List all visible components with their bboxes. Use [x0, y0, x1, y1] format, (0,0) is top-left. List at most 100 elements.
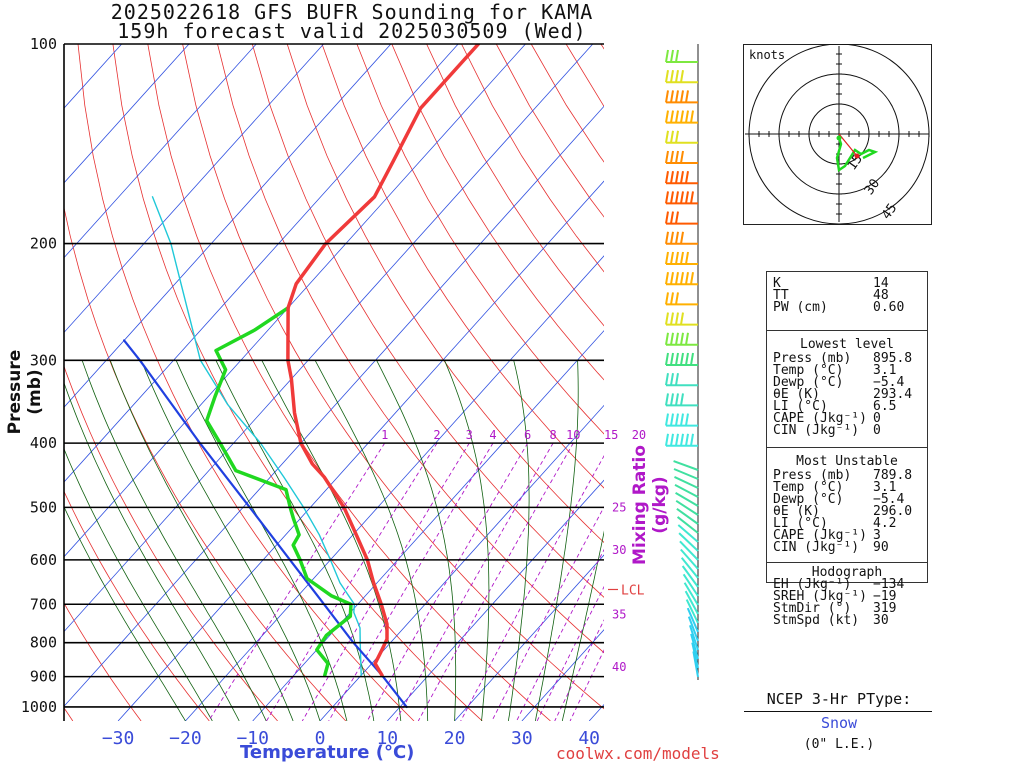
moist-adiabat [314, 360, 429, 721]
moist-adiabat [64, 381, 240, 721]
temp-tick-label: 40 [578, 728, 600, 749]
wind-barb-flag [665, 433, 669, 446]
wind-barb-flag [665, 373, 669, 386]
wind-barb-flag [685, 90, 689, 103]
wind-barb [665, 413, 698, 427]
dry-adiabat [251, 44, 604, 598]
wind-barb-flag [670, 150, 674, 164]
dry-adiabat [77, 44, 415, 721]
wind-barb [665, 251, 698, 265]
mixing-ratio-tick-label: 6 [524, 428, 531, 442]
wind-barb-low [683, 582, 699, 606]
wind-barb-low [686, 607, 699, 633]
moist-adiabat [175, 360, 348, 721]
hodograph-units: knots [749, 48, 785, 62]
index-mu-key: CAPE (Jkg⁻¹) [773, 528, 867, 543]
wind-barb-low [685, 599, 699, 624]
index-hodo-key: StmSpd (kt) [773, 613, 860, 628]
moist-adiabat [444, 360, 490, 721]
wind-barb-flag [680, 191, 684, 204]
index-lowest-row: θE (K) 293.4 [767, 388, 927, 401]
index-mu-key: Dewp (°C) [773, 492, 844, 507]
index-hodo-row: SREH (Jkg⁻¹) −19 [767, 589, 927, 604]
wind-barb-flag [665, 332, 669, 345]
index-mu-value: 789.8 [873, 468, 913, 483]
wind-barb-flag [685, 191, 689, 204]
ptype-header: NCEP 3-Hr PType: [766, 690, 912, 708]
mixing-ratio-tick-label: 3 [466, 428, 473, 442]
index-lowest-value: −5.4 [873, 375, 905, 390]
wind-barb-flag [665, 312, 669, 325]
wind-barb-flag [685, 110, 689, 123]
mixing-ratio-tick-label: 1 [381, 428, 388, 442]
wind-barb-flag [675, 110, 679, 123]
wind-barb [665, 211, 698, 225]
mixing-ratio-line [208, 442, 386, 721]
index-mu-key: Press (mb) [773, 468, 852, 483]
wind-barb [665, 352, 698, 366]
wind-barb [665, 150, 698, 164]
wind-barb [665, 433, 698, 447]
wetbulb-profile [151, 196, 362, 676]
wind-barb-flag [690, 433, 694, 446]
ptype-value: Snow [820, 714, 858, 732]
wind-barb-flag [685, 171, 689, 184]
dewpoint-profile [204, 306, 353, 678]
wind-barb-flag [670, 352, 674, 366]
plot-area [64, 44, 604, 721]
wind-barb-flag [670, 130, 674, 143]
wind-barb-flag [665, 292, 669, 305]
index-hodo-row: StmSpd (kt) 30 [767, 613, 927, 628]
wind-barb-flag [675, 312, 679, 325]
pressure-tick-label: 700 [30, 595, 57, 613]
index-mu-row: CIN (Jkg⁻¹) 90 [767, 540, 927, 555]
isotherm [64, 44, 459, 483]
wind-barb-flag [680, 70, 684, 83]
index-lowest-value: 0 [873, 411, 881, 426]
wind-barb-flag [670, 70, 674, 83]
wind-barb [665, 231, 698, 245]
dry-adiabat [64, 490, 210, 721]
isotherm [64, 44, 526, 558]
index-mu-value: −5.4 [873, 492, 905, 507]
pressure-tick-label: 1000 [21, 698, 57, 716]
index-lowest-value: 6.5 [873, 399, 897, 414]
index-hodo-value: −134 [873, 577, 905, 592]
wind-barb-flag [675, 413, 679, 426]
wind-barb-flag [665, 191, 669, 204]
wind-barb-flag [690, 191, 694, 204]
mixing-ratio-side-label: 30 [612, 543, 626, 557]
wind-barb-flag [680, 332, 684, 345]
index-hodo-value: −19 [873, 589, 897, 604]
index-mu-key: CIN (Jkg⁻¹) [773, 540, 860, 555]
wind-barb-low [674, 483, 699, 498]
most-unstable-header: Most Unstable [767, 447, 927, 470]
temp-tick-label: 20 [444, 728, 466, 749]
wind-barb-flag [675, 251, 679, 265]
pressure-tick-label: 300 [30, 351, 57, 369]
index-hodo-value: 30 [873, 613, 889, 628]
wind-barb [665, 373, 698, 387]
wind-barb-flag [670, 312, 674, 325]
wind-barb-flag [670, 251, 674, 265]
index-top-row: K 14 [767, 277, 927, 290]
index-lowest-row: CIN (Jkg⁻¹) 0 [767, 424, 927, 437]
storm-motion-point [854, 153, 860, 159]
moist-adiabat [508, 360, 530, 721]
mixing-ratio-side-label: 35 [612, 607, 626, 621]
ptype-accumulation: (0" L.E.) [803, 737, 875, 752]
wind-barb-low [680, 557, 699, 579]
wind-barb-flag [675, 272, 679, 285]
wind-barb [665, 130, 698, 144]
wind-barb-flag [685, 352, 689, 366]
wind-barb [665, 272, 698, 286]
isotherm [64, 44, 257, 259]
temperature-profile [286, 44, 481, 678]
wind-barb-flag [665, 130, 669, 143]
index-mu-row: Press (mb) 789.8 [767, 468, 927, 483]
wind-barb-flag [665, 231, 669, 244]
isotherm [454, 554, 604, 721]
wind-barb-flag [675, 150, 679, 164]
